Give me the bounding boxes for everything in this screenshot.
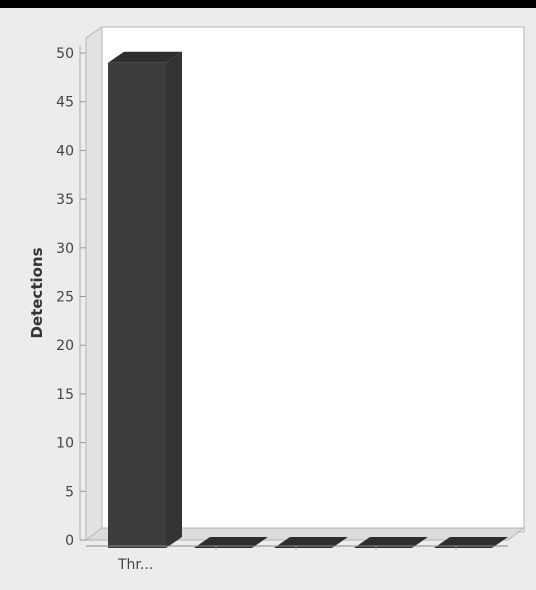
y-tick-label: 5 — [65, 484, 74, 500]
y-tick-label: 20 — [56, 338, 74, 354]
x-axis-labels: Thr... — [117, 546, 457, 573]
plot-left-wall — [85, 26, 103, 541]
bar-front — [108, 62, 166, 549]
chart-area: 0 5 10 15 20 25 30 35 40 45 50 Thr... Detections — [0, 8, 536, 586]
bar — [108, 51, 182, 549]
y-tick-label: 35 — [56, 192, 74, 208]
y-tick-label: 15 — [56, 387, 74, 403]
window-title-bar — [0, 0, 536, 8]
y-tick-label: 10 — [56, 436, 74, 452]
y-axis-label: Detections — [28, 247, 46, 338]
y-axis-ticks: 0 5 10 15 20 25 30 35 40 45 50 — [56, 46, 86, 549]
bar-chart: 0 5 10 15 20 25 30 35 40 45 50 Thr... Detections — [28, 26, 526, 573]
y-tick-label: 50 — [56, 46, 74, 62]
bars — [108, 51, 508, 549]
empty-bar-slot — [434, 537, 508, 548]
y-tick-label: 30 — [56, 241, 74, 257]
empty-bar-slot — [274, 537, 348, 548]
x-category-label: Thr... — [117, 557, 153, 573]
empty-bar-slot — [194, 537, 268, 548]
empty-bar-slot — [354, 537, 428, 548]
y-tick-label: 40 — [56, 143, 74, 159]
y-tick-label: 0 — [65, 533, 74, 549]
y-tick-label: 45 — [56, 95, 74, 111]
bar-side — [166, 51, 182, 549]
bar-top — [108, 51, 182, 63]
y-tick-label: 25 — [56, 290, 74, 306]
